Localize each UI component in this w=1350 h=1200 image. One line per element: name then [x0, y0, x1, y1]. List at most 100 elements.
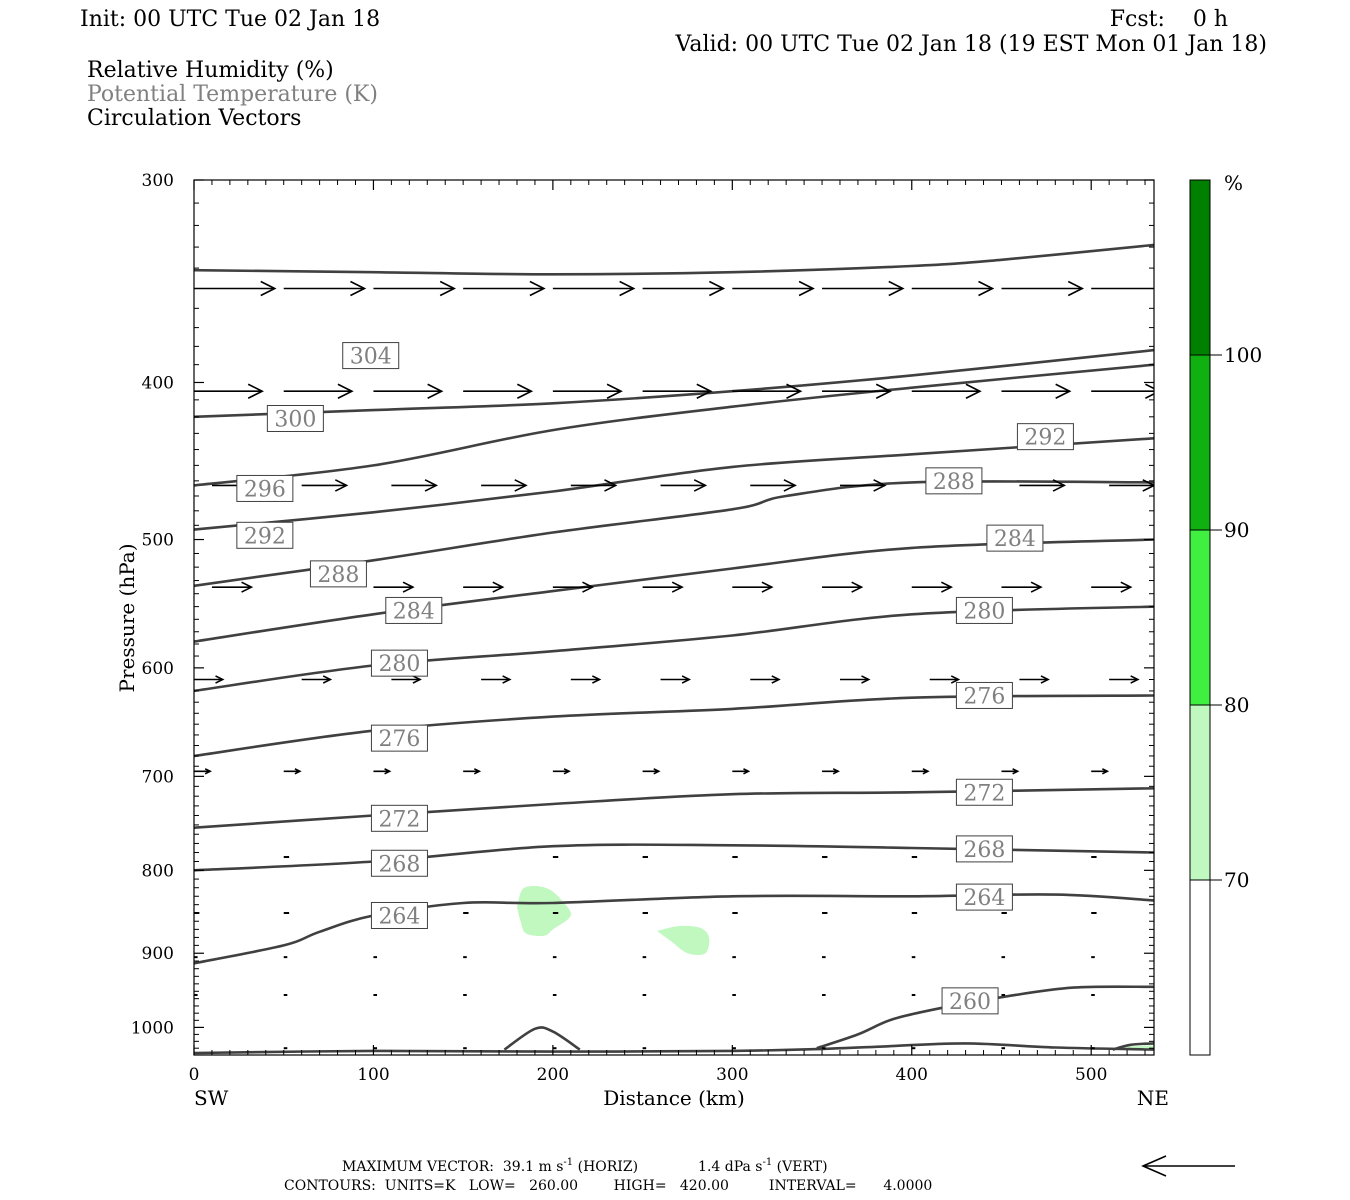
- y-tick-label: 1000: [131, 1018, 174, 1038]
- wind-vector: [1001, 581, 1043, 593]
- contour-label-text: 264: [378, 904, 420, 929]
- contour-label-288-0: 288: [309, 560, 367, 588]
- wind-vector: [463, 581, 505, 593]
- colorbar-segment-2: [1189, 529, 1211, 706]
- x-axis-label: Distance (km): [603, 1086, 745, 1110]
- contour-label-box: [941, 987, 999, 1015]
- wind-vector: [822, 768, 840, 775]
- contour-label-text: 268: [963, 838, 1005, 863]
- wind-vector: [373, 383, 444, 399]
- contour-label-box: [986, 524, 1044, 552]
- contour-label-276-1: 276: [955, 681, 1013, 709]
- wind-vector: [283, 383, 354, 399]
- contour-label-288-1: 288: [925, 467, 983, 495]
- contour-label-text: 272: [963, 781, 1005, 806]
- wind-vector: [283, 280, 367, 297]
- contour-label-272-0: 272: [370, 804, 428, 832]
- rh-colorbar: 100 90 80 70: [1189, 179, 1262, 1056]
- contour-label-text: 264: [963, 886, 1005, 911]
- theta-contour-260-3: [1112, 1042, 1154, 1051]
- wind-vector: [463, 768, 482, 775]
- contour-label-box: [385, 596, 443, 624]
- wind-vector: [732, 383, 803, 399]
- contour-label-layer: 304 300 296 292 292 288 288 284 284 280 280 276 276 2…: [236, 342, 1074, 1015]
- contour-label-text: 288: [317, 563, 359, 588]
- wind-vector: [732, 280, 815, 297]
- wind-vector: [1019, 479, 1067, 492]
- wind-vector: [660, 675, 692, 684]
- legend-theta: Potential Temperature (K): [87, 82, 378, 107]
- colorbar-level-label: 100: [1224, 343, 1262, 367]
- contour-label-264-1: 264: [955, 883, 1013, 911]
- vector-layer: [194, 280, 1222, 1050]
- colorbar-segment-0: [1189, 179, 1211, 356]
- wind-vector: [283, 768, 302, 775]
- contour-label-box: [236, 521, 294, 549]
- valid-time: Valid: 00 UTC Tue 02 Jan 18 (19 EST Mon …: [675, 32, 1267, 57]
- wind-vector: [642, 581, 684, 593]
- plot-frame: [193, 179, 1155, 1056]
- colorbar-level-label: 70: [1224, 868, 1249, 892]
- x-tick-label: 300: [716, 1065, 748, 1085]
- contour-label-292-1: 292: [1016, 423, 1074, 451]
- contour-label-280-0: 280: [370, 649, 428, 677]
- x-right-end-label: NE: [1137, 1086, 1169, 1110]
- contour-label-268-0: 268: [370, 849, 428, 877]
- theta-contour-296: [194, 363, 1154, 487]
- theta-contour-260-1: [503, 1026, 581, 1051]
- wind-vector: [391, 675, 422, 684]
- wind-vector: [1019, 675, 1050, 684]
- wind-vector: [481, 479, 528, 492]
- wind-vector: [732, 768, 751, 775]
- wind-vector: [1091, 383, 1154, 399]
- theta-contour-292: [194, 437, 1154, 531]
- wind-vector: [1091, 768, 1110, 775]
- colorbar-segment-1: [1189, 354, 1211, 531]
- wind-vector: [463, 280, 546, 297]
- contour-label-box: [955, 883, 1013, 911]
- wind-vector: [929, 675, 961, 684]
- contour-label-box: [1016, 423, 1074, 451]
- contour-label-text: 292: [1024, 426, 1066, 451]
- colorbar-segment-4: [1189, 879, 1211, 1056]
- wind-vector: [839, 479, 887, 492]
- contour-label-280-1: 280: [955, 596, 1013, 624]
- y-tick-label: 800: [142, 861, 174, 881]
- wind-vector: [642, 768, 661, 775]
- wind-vector: [732, 581, 774, 593]
- wind-vector: [750, 479, 797, 492]
- contour-label-text: 284: [994, 527, 1036, 552]
- contour-label-text: 292: [244, 524, 286, 549]
- contour-label-296-0: 296: [236, 474, 294, 502]
- contour-label-text: 300: [274, 407, 316, 432]
- theta-contour-260-0: [194, 1042, 1154, 1055]
- wind-vector: [301, 479, 349, 492]
- wind-vector: [822, 383, 893, 399]
- contour-label-292-0: 292: [236, 521, 294, 549]
- contour-label-box: [955, 681, 1013, 709]
- colorbar-unit: %: [1224, 171, 1243, 195]
- contour-label-box: [925, 467, 983, 495]
- contour-label-box: [236, 474, 294, 502]
- y-tick-label: 300: [142, 171, 174, 191]
- contour-label-box: [370, 649, 428, 677]
- wind-vector: [373, 280, 456, 297]
- wind-vector: [642, 383, 713, 399]
- wind-vector: [211, 581, 254, 593]
- theta-contour-300: [194, 348, 1154, 419]
- wind-vector: [391, 479, 439, 492]
- theta-contour-284: [194, 538, 1154, 643]
- contours-info: CONTOURS: UNITS=K LOW= 260.00 HIGH= 420.…: [284, 1178, 932, 1194]
- wind-vector: [822, 581, 864, 593]
- wind-vector: [839, 675, 871, 684]
- wind-vector: [1154, 384, 1222, 398]
- colorbar-segment-3: [1189, 704, 1211, 881]
- colorbar-level-label: 80: [1224, 693, 1249, 717]
- legend-vectors: Circulation Vectors: [87, 106, 301, 131]
- wind-vector: [481, 675, 512, 684]
- wind-vector: [194, 383, 264, 399]
- contour-label-box: [955, 596, 1013, 624]
- wind-vector: [552, 581, 595, 593]
- contour-label-box: [370, 849, 428, 877]
